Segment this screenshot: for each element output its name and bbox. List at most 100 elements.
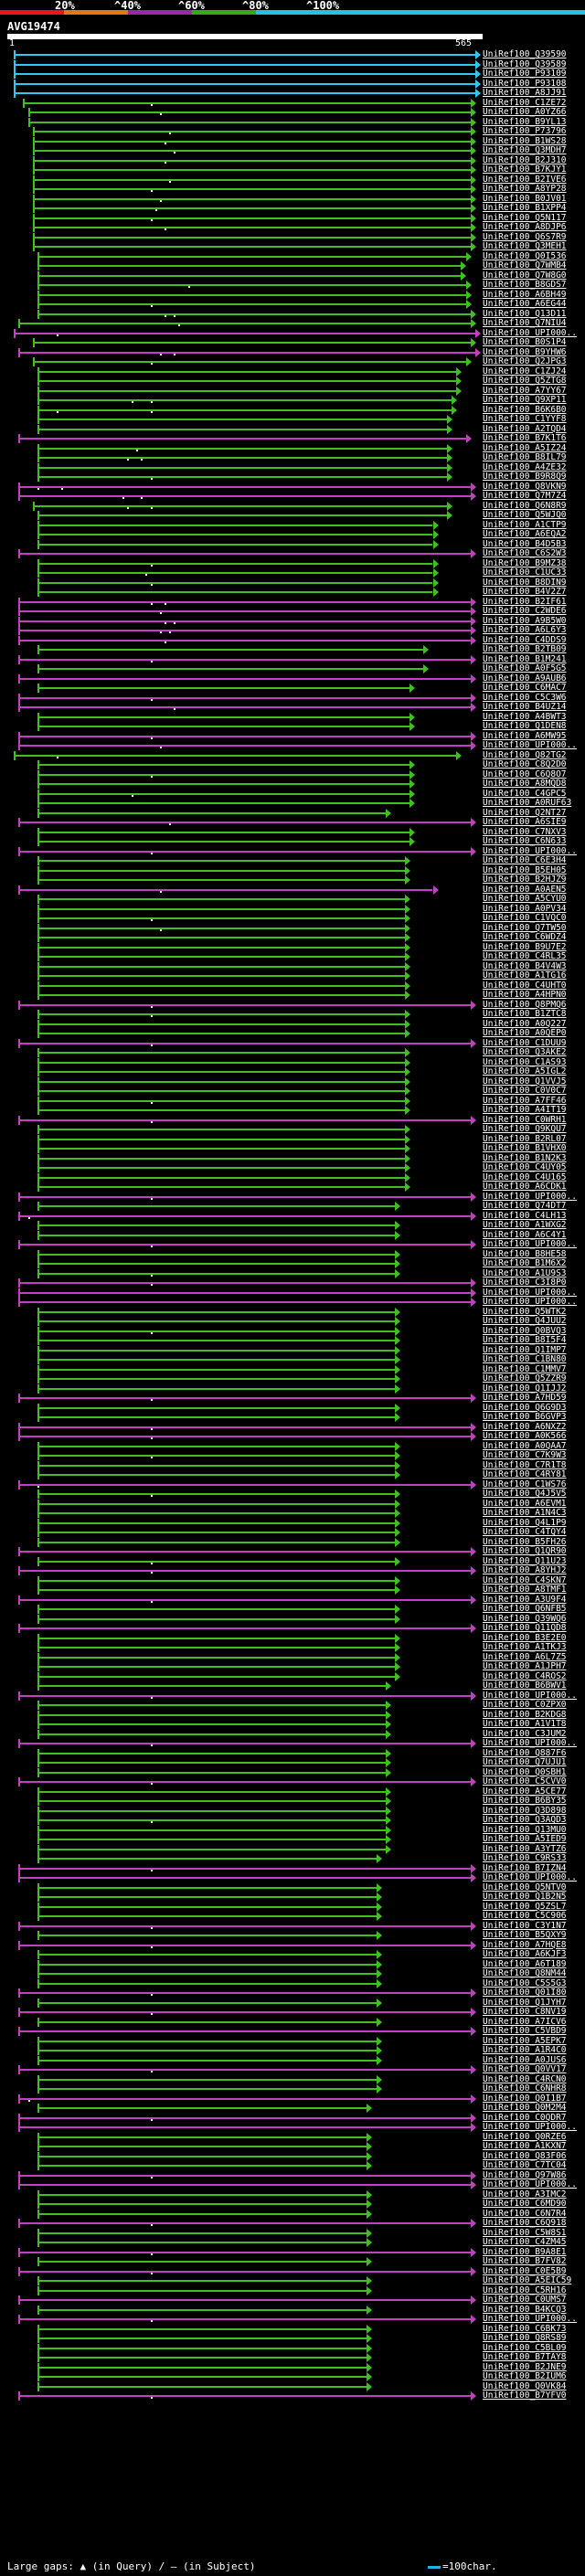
hit-alignment-bar[interactable] [37, 907, 405, 910]
hit-label-link[interactable]: UniRef100_B9A8E1 [483, 2246, 567, 2257]
hit-label-link[interactable]: UniRef100_Q1JYH7 [483, 1997, 567, 2008]
hit-alignment-bar[interactable] [37, 965, 405, 968]
hit-alignment-bar[interactable] [37, 1848, 386, 1850]
hit-alignment-bar[interactable] [37, 2078, 377, 2081]
hit-label-link[interactable]: UniRef100_B7KJY1 [483, 164, 567, 175]
hit-label-link[interactable]: UniRef100_Q13MU0 [483, 1824, 567, 1835]
hit-label-link[interactable]: UniRef100_Q7W8G0 [483, 270, 567, 281]
hit-label-link[interactable]: UniRef100_B1WS28 [483, 135, 567, 146]
hit-label-link[interactable]: UniRef100_Q7NIU4 [483, 318, 567, 328]
hit-label-link[interactable]: UniRef100_A1WXG2 [483, 1220, 567, 1230]
hit-label-link[interactable]: UniRef100_Q9XP11 [483, 395, 567, 405]
hit-alignment-bar[interactable] [18, 696, 471, 699]
hit-alignment-bar[interactable] [37, 2155, 367, 2157]
hit-alignment-bar[interactable] [14, 332, 475, 334]
hit-alignment-bar[interactable] [37, 860, 405, 862]
hit-alignment-bar[interactable] [37, 2146, 367, 2147]
hit-alignment-bar[interactable] [37, 2366, 367, 2369]
hit-alignment-bar[interactable] [37, 946, 405, 949]
hit-alignment-bar[interactable] [37, 1109, 405, 1111]
hit-label-link[interactable]: UniRef100_Q74DT7 [483, 1201, 567, 1211]
hit-alignment-bar[interactable] [18, 2318, 471, 2320]
hit-alignment-bar[interactable] [37, 1521, 396, 1524]
hit-label-link[interactable]: UniRef100_Q0BVQ3 [483, 1325, 567, 1336]
hit-alignment-bar[interactable] [37, 1656, 396, 1659]
hit-label-link[interactable]: UniRef100_C4DDS9 [483, 634, 567, 645]
hit-label-link[interactable]: UniRef100_A5CE77 [483, 1786, 567, 1797]
hit-alignment-bar[interactable] [37, 956, 405, 958]
hit-alignment-bar[interactable] [37, 419, 447, 420]
hit-alignment-bar[interactable] [14, 82, 475, 85]
hit-label-link[interactable]: UniRef100_Q887F6 [483, 1747, 567, 1758]
hit-alignment-bar[interactable] [37, 975, 405, 977]
hit-label-link[interactable]: UniRef100_B4KCQ3 [483, 2304, 567, 2315]
hit-alignment-bar[interactable] [37, 1666, 396, 1668]
hit-label-link[interactable]: UniRef100_C5S5G3 [483, 1977, 567, 1988]
hit-label-link[interactable]: UniRef100_C4UY05 [483, 1162, 567, 1172]
hit-label-link[interactable]: UniRef100_Q83F06 [483, 2150, 567, 2161]
hit-alignment-bar[interactable] [37, 1023, 405, 1025]
hit-label-link[interactable]: UniRef100_A7HQE8 [483, 1939, 567, 1950]
hit-label-link[interactable]: UniRef100_UPI000.. [483, 327, 577, 338]
hit-label-link[interactable]: UniRef100_B7YFV0 [483, 2390, 567, 2401]
hit-alignment-bar[interactable] [37, 2203, 367, 2205]
hit-alignment-bar[interactable] [18, 2097, 471, 2100]
hit-alignment-bar[interactable] [37, 1935, 377, 1936]
hit-alignment-bar[interactable] [37, 1915, 377, 1917]
hit-label-link[interactable]: UniRef100_C4RCN0 [483, 2073, 567, 2084]
hit-alignment-bar[interactable] [37, 1493, 396, 1495]
hit-alignment-bar[interactable] [14, 54, 475, 56]
hit-alignment-bar[interactable] [37, 1858, 377, 1860]
hit-label-link[interactable]: UniRef100_B2HJZ9 [483, 875, 567, 885]
hit-alignment-bar[interactable] [37, 869, 405, 872]
hit-alignment-bar[interactable] [37, 1464, 396, 1467]
hit-label-link[interactable]: UniRef100_A3YTZ6 [483, 1843, 567, 1854]
hit-label-link[interactable]: UniRef100_C0WRH1 [483, 1114, 567, 1125]
hit-label-link[interactable]: UniRef100_A6L6Y3 [483, 625, 567, 635]
hit-alignment-bar[interactable] [37, 1905, 377, 1908]
hit-alignment-bar[interactable] [32, 159, 471, 162]
hit-alignment-bar[interactable] [37, 399, 452, 401]
hit-alignment-bar[interactable] [18, 1436, 471, 1437]
hit-alignment-bar[interactable] [37, 1713, 386, 1716]
hit-label-link[interactable]: UniRef100_A4BWT3 [483, 711, 567, 722]
hit-alignment-bar[interactable] [18, 323, 471, 324]
hit-alignment-bar[interactable] [18, 706, 471, 708]
hit-alignment-bar[interactable] [18, 1244, 471, 1246]
hit-alignment-bar[interactable] [18, 822, 471, 823]
hit-alignment-bar[interactable] [37, 1099, 405, 1102]
hit-label-link[interactable]: UniRef100_C0UMS7 [483, 2295, 567, 2305]
hit-label-link[interactable]: UniRef100_Q4JUU2 [483, 1316, 567, 1326]
hit-alignment-bar[interactable] [37, 2088, 377, 2090]
hit-label-link[interactable]: UniRef100_Q5ZZR9 [483, 1373, 567, 1383]
hit-label-link[interactable]: UniRef100_C3I8P0 [483, 1277, 567, 1288]
hit-label-link[interactable]: UniRef100_B2IUM6 [483, 2371, 567, 2381]
hit-label-link[interactable]: UniRef100_C6NHR8 [483, 2083, 567, 2094]
hit-alignment-bar[interactable] [37, 898, 405, 900]
hit-alignment-bar[interactable] [37, 1579, 396, 1582]
hit-alignment-bar[interactable] [37, 831, 410, 833]
hit-alignment-bar[interactable] [37, 514, 447, 516]
hit-alignment-bar[interactable] [37, 1532, 396, 1533]
hit-alignment-bar[interactable] [37, 879, 405, 881]
hit-alignment-bar[interactable] [37, 773, 410, 776]
hit-label-link[interactable]: UniRef100_B1VHX0 [483, 1143, 567, 1153]
hit-label-link[interactable]: UniRef100_C4UHT0 [483, 980, 567, 991]
hit-alignment-bar[interactable] [32, 197, 471, 200]
hit-alignment-bar[interactable] [18, 1743, 471, 1744]
hit-label-link[interactable]: UniRef100_B8I5F4 [483, 1335, 567, 1345]
hit-alignment-bar[interactable] [37, 1589, 396, 1591]
hit-label-link[interactable]: UniRef100_C5VBD9 [483, 2026, 567, 2036]
hit-label-link[interactable]: UniRef100_Q13D11 [483, 308, 567, 319]
hit-label-link[interactable]: UniRef100_Q3MEH1 [483, 241, 567, 251]
hit-label-link[interactable]: UniRef100_A7HD59 [483, 1393, 567, 1403]
hit-label-link[interactable]: UniRef100_Q6NFB5 [483, 1604, 567, 1614]
hit-alignment-bar[interactable] [18, 2251, 471, 2253]
hit-alignment-bar[interactable] [37, 457, 447, 459]
hit-alignment-bar[interactable] [37, 1320, 396, 1322]
hit-alignment-bar[interactable] [37, 2212, 367, 2215]
hit-alignment-bar[interactable] [37, 1637, 396, 1639]
hit-label-link[interactable]: UniRef100_B3E2E0 [483, 1632, 567, 1643]
hit-label-link[interactable]: UniRef100_B2IF61 [483, 596, 567, 607]
hit-label-link[interactable]: UniRef100_C1MMV7 [483, 1363, 567, 1374]
